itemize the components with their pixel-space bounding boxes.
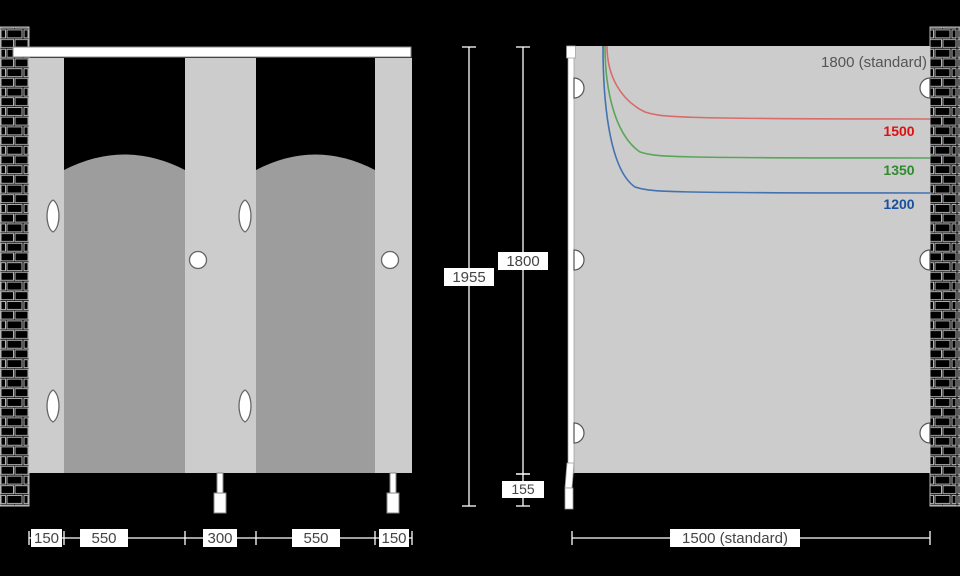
svg-text:1955: 1955 <box>452 269 485 286</box>
svg-text:1200: 1200 <box>883 196 914 212</box>
svg-text:1500 (standard): 1500 (standard) <box>682 530 788 547</box>
svg-text:1350: 1350 <box>883 162 914 178</box>
svg-text:150: 150 <box>381 530 406 547</box>
svg-text:1800: 1800 <box>506 253 539 270</box>
svg-text:1800 (standard): 1800 (standard) <box>821 54 927 71</box>
svg-text:155: 155 <box>511 481 535 497</box>
svg-text:1500: 1500 <box>883 123 914 139</box>
svg-text:550: 550 <box>91 530 116 547</box>
svg-text:550: 550 <box>303 530 328 547</box>
svg-text:300: 300 <box>207 530 232 547</box>
svg-text:150: 150 <box>34 530 59 547</box>
